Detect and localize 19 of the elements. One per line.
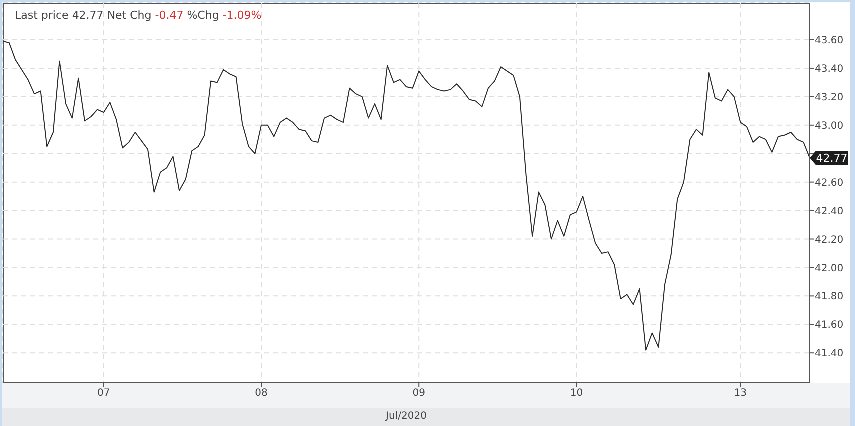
y-tick-label: 42.40 bbox=[815, 206, 844, 218]
text: 42.77 bbox=[816, 152, 848, 166]
y-tick-label: 41.60 bbox=[815, 320, 844, 332]
y-tick-label: 42.60 bbox=[815, 178, 844, 189]
x-tick-label: 13 bbox=[734, 388, 748, 400]
y-tick-label: 41.40 bbox=[815, 348, 844, 360]
y-tick-label: 42.20 bbox=[815, 234, 844, 246]
y-tick-label: 43.60 bbox=[815, 36, 844, 47]
y-tick-label: 43.20 bbox=[815, 92, 844, 104]
x-axis-title: Jul/2020 bbox=[384, 410, 428, 424]
y-tick-label: 41.80 bbox=[815, 292, 844, 303]
text: Last price 42.77 Net Chg -0.47 %Chg -1.09% bbox=[15, 9, 262, 22]
x-tick-label: 10 bbox=[570, 388, 584, 400]
y-tick-label: 42.00 bbox=[815, 263, 844, 274]
x-tick-label: 08 bbox=[255, 388, 268, 400]
x-tick-label: 09 bbox=[412, 388, 426, 400]
x-tick-label: 07 bbox=[98, 388, 110, 400]
y-tick-label: 43.00 bbox=[815, 120, 844, 132]
y-tick-label: 43.40 bbox=[815, 64, 844, 76]
